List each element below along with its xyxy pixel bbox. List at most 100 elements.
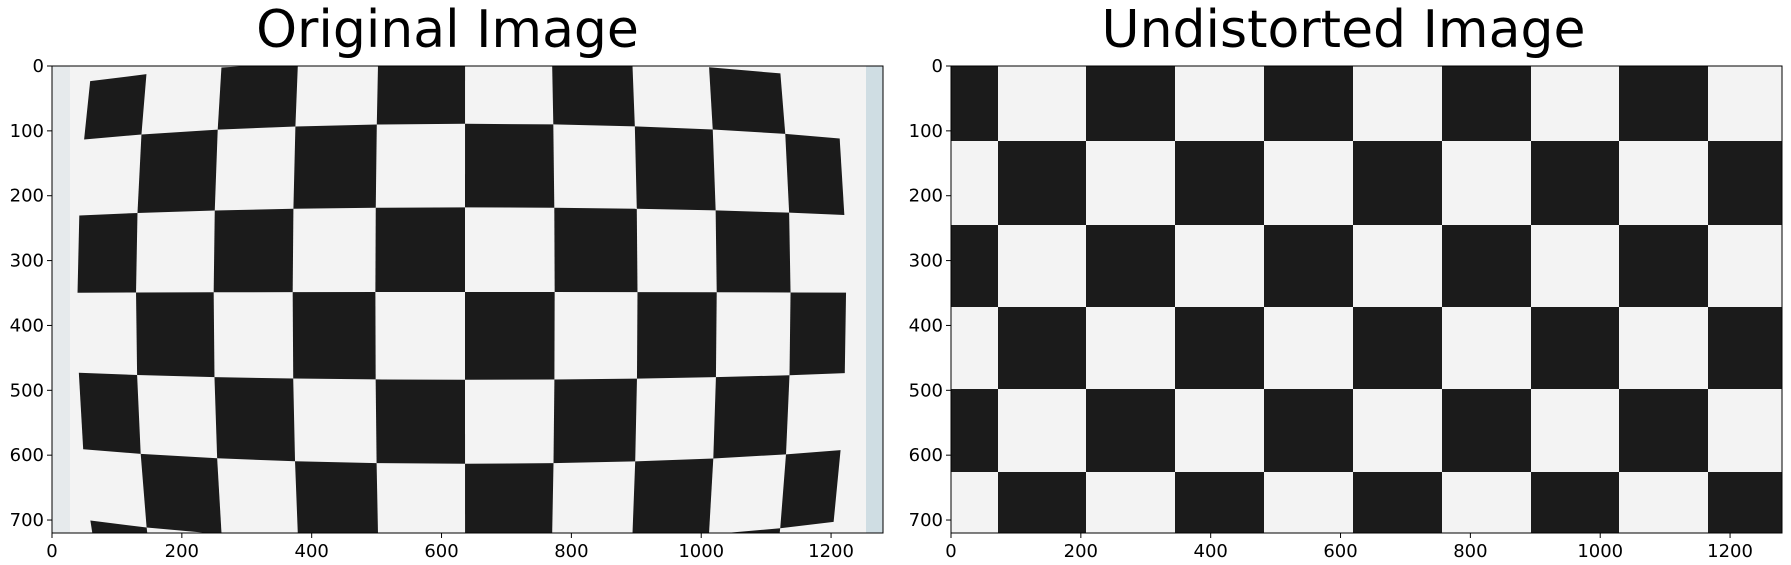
checker-square: [1086, 225, 1175, 307]
checker-square: [553, 378, 637, 464]
checker-square: [136, 292, 215, 378]
checker-square: [1442, 66, 1531, 141]
y-tick-label: 0: [33, 56, 44, 77]
x-tick-label: 1200: [808, 541, 854, 562]
y-tick-label: 0: [932, 56, 943, 77]
checker-square: [77, 212, 138, 293]
checker-square: [292, 292, 376, 380]
y-tick-label: 600: [909, 445, 943, 466]
checker-square: [465, 123, 555, 208]
checker-square: [217, 66, 298, 130]
y-tick-label: 700: [10, 510, 44, 531]
checker-square: [998, 141, 1086, 225]
checker-square: [636, 292, 717, 379]
checker-square: [998, 307, 1086, 389]
checker-square: [552, 66, 635, 127]
checker-square: [789, 292, 847, 376]
x-tick-label: 0: [945, 541, 956, 562]
checker-square: [1708, 307, 1782, 389]
undistorted-image-panel: Undistorted Image 0 200 400 600 800 1000 1200 …: [896, 0, 1791, 565]
checker-square: [1619, 66, 1708, 141]
checker-square: [1353, 141, 1442, 225]
checker-square: [1531, 141, 1619, 225]
x-tick-label: 600: [424, 541, 458, 562]
checker-square: [375, 207, 466, 293]
checker-square: [951, 225, 998, 307]
checker-square: [713, 375, 790, 459]
y-tick-label: 400: [10, 315, 44, 336]
checker-square: [632, 458, 714, 533]
x-tick-label: 1200: [1707, 541, 1753, 562]
checker-square: [375, 379, 466, 464]
checker-square: [222, 534, 303, 565]
checker-square: [1175, 141, 1264, 225]
y-tick-label: 700: [909, 510, 943, 531]
checker-square: [137, 129, 218, 213]
checker-square: [1619, 225, 1708, 307]
checker-square: [998, 472, 1086, 533]
y-tick-label: 300: [909, 251, 943, 272]
checker-square: [214, 377, 296, 462]
checker-square: [1531, 307, 1619, 389]
checker-square: [554, 207, 638, 293]
y-tick-label: 300: [10, 251, 44, 272]
checker-square: [725, 528, 781, 533]
y-tick-label: 500: [909, 380, 943, 401]
checker-square: [376, 66, 466, 125]
checker-square: [634, 126, 716, 211]
x-tick-label: 1000: [1577, 541, 1623, 562]
checker-square: [1175, 307, 1264, 389]
undistorted-image-axes: 0 200 400 600 800 1000 1200 0 100 200 300 400 500 60…: [909, 56, 1783, 562]
checker-square: [1353, 307, 1442, 389]
checker-square: [1442, 389, 1531, 472]
y-tick-label: 200: [909, 186, 943, 207]
checker-square: [1442, 225, 1531, 307]
y-tick-label: 100: [909, 121, 943, 142]
y-tick-label: 400: [909, 315, 943, 336]
y-tick-label: 200: [10, 186, 44, 207]
checker-square: [715, 210, 791, 293]
x-tick-label: 200: [165, 541, 199, 562]
original-image-axes: 0 200 400 600 800 1000 1200 0 100 200 300 400 500 60…: [10, 56, 884, 565]
y-tick-label: 100: [10, 121, 44, 142]
checker-square: [465, 292, 555, 380]
checker-square: [78, 372, 141, 454]
checker-square: [1175, 472, 1264, 533]
panel-title: Undistorted Image: [1101, 0, 1586, 60]
x-tick-label: 400: [1194, 541, 1228, 562]
checker-square: [1619, 389, 1708, 472]
checker-square: [1353, 472, 1442, 533]
checker-square: [709, 67, 786, 134]
checker-square: [951, 66, 998, 141]
y-tick-label: 500: [10, 380, 44, 401]
checker-square: [1264, 225, 1353, 307]
checker-square: [951, 389, 998, 472]
x-tick-label: 200: [1064, 541, 1098, 562]
checker-square: [90, 520, 148, 533]
checker-square: [295, 461, 378, 533]
checker-square: [1264, 389, 1353, 472]
checker-square: [465, 463, 554, 533]
x-tick-label: 1000: [678, 541, 724, 562]
original-image-panel: Original Image 0 200 400 600 800 1000 1200 0 10…: [0, 0, 895, 565]
x-tick-label: 800: [554, 541, 588, 562]
x-tick-label: 800: [1453, 541, 1487, 562]
y-tick-label: 600: [10, 445, 44, 466]
checker-square: [1264, 66, 1353, 141]
checker-square: [1086, 66, 1175, 141]
x-tick-label: 600: [1323, 541, 1357, 562]
panel-title: Original Image: [256, 0, 639, 60]
checker-square: [780, 450, 841, 529]
checker-square: [1708, 472, 1782, 533]
checker-square: [140, 453, 222, 533]
checker-square: [84, 74, 147, 140]
checkerboard-image: [951, 66, 1782, 533]
checker-square: [785, 133, 845, 216]
x-tick-label: 400: [295, 541, 329, 562]
checker-square: [1531, 472, 1619, 533]
checker-square: [213, 208, 294, 293]
x-tick-label: 0: [46, 541, 57, 562]
checker-square: [1086, 389, 1175, 472]
checker-square: [293, 124, 377, 209]
checkerboard-image: [52, 66, 883, 565]
